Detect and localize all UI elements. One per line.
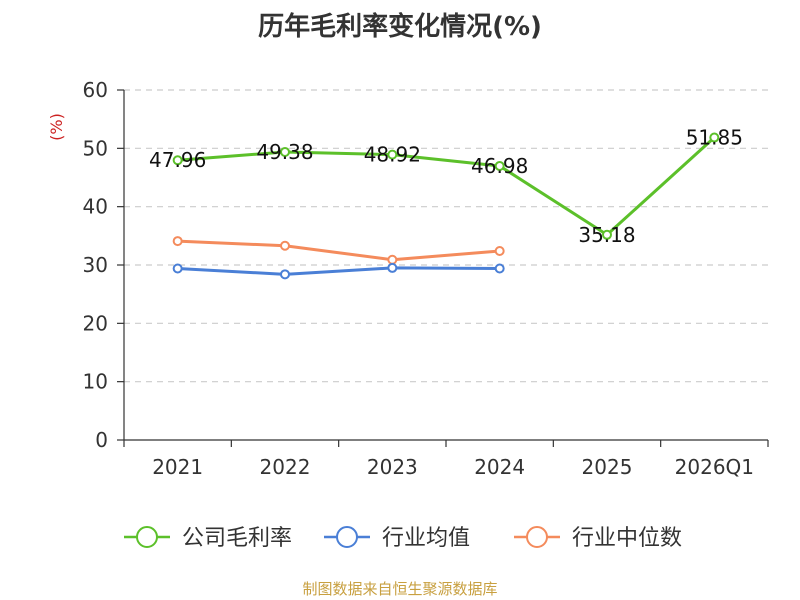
legend-entry: 行业均值 <box>382 526 470 551</box>
y-tick-label: 60 <box>83 78 108 102</box>
data-label: 47.96 <box>149 148 206 172</box>
data-point <box>387 149 398 160</box>
series-line <box>177 136 716 237</box>
data-point <box>602 229 612 240</box>
y-tick-label: 40 <box>83 195 108 219</box>
x-tick-label: 2022 <box>260 455 311 479</box>
legend-marker <box>336 526 358 548</box>
data-labels: 47.96 49.38 48.92 46.98 35.18 51.85 <box>149 126 743 247</box>
chart-title: 历年毛利率变化情况(%) <box>258 12 542 42</box>
legend-marker <box>526 526 548 548</box>
data-label: 51.85 <box>686 126 743 150</box>
axes: 0 10 20 30 40 50 60 2021 2022 2023 2024 2025 2026Q1 <box>83 78 769 479</box>
x-tick-label: 2023 <box>367 455 418 479</box>
data-point <box>387 262 398 273</box>
series-line <box>177 266 500 276</box>
grid-lines <box>124 89 768 383</box>
x-tick-label: 2025 <box>582 455 633 479</box>
series <box>172 132 720 280</box>
data-point <box>280 240 290 251</box>
data-point <box>172 236 183 247</box>
data-point <box>172 155 183 166</box>
y-tick-label: 30 <box>83 253 108 277</box>
y-tick-label: 0 <box>95 428 108 452</box>
legend: 公司毛利率 行业均值 行业中位数 <box>124 526 682 551</box>
legend-marker <box>136 526 158 548</box>
y-tick-label: 20 <box>83 311 108 335</box>
data-point <box>280 269 290 280</box>
x-tick-label: 2024 <box>474 455 525 479</box>
data-point <box>280 146 290 157</box>
series-line <box>177 239 500 262</box>
data-label: 49.38 <box>256 140 313 164</box>
legend-entry: 公司毛利率 <box>182 526 292 551</box>
x-tick-label: 2026Q1 <box>675 455 754 479</box>
data-point <box>494 246 505 256</box>
source-note: 制图数据来自恒生聚源数据库 <box>302 580 498 598</box>
data-point <box>387 254 398 265</box>
y-tick-label: 10 <box>83 370 108 394</box>
data-label: 35.18 <box>578 223 635 247</box>
data-point <box>494 160 505 171</box>
y-tick-label: 50 <box>83 136 108 160</box>
y-axis-label: (%) <box>47 113 66 141</box>
data-point <box>172 263 183 274</box>
data-label: 46.98 <box>471 154 528 178</box>
data-point <box>709 132 720 143</box>
legend-entry: 行业中位数 <box>572 526 682 551</box>
x-tick-label: 2021 <box>152 455 203 479</box>
data-point <box>494 263 505 274</box>
data-label: 48.92 <box>364 143 421 167</box>
